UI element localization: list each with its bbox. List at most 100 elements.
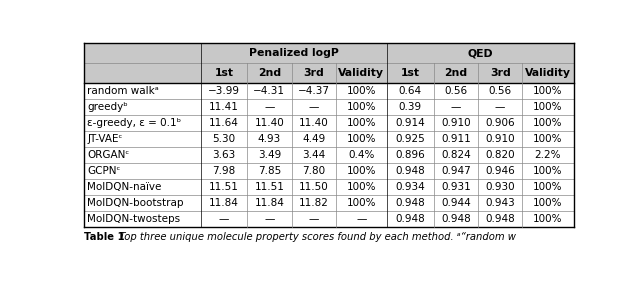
Text: 7.98: 7.98 xyxy=(212,166,236,176)
Text: MolDQN-twosteps: MolDQN-twosteps xyxy=(88,214,180,224)
Text: —: — xyxy=(219,214,229,224)
Text: −4.37: −4.37 xyxy=(298,86,330,96)
Text: 0.910: 0.910 xyxy=(441,118,470,128)
Text: QED: QED xyxy=(467,48,493,58)
Text: 0.910: 0.910 xyxy=(485,134,515,144)
Text: 3.44: 3.44 xyxy=(302,150,325,160)
Bar xyxy=(84,131,573,147)
Text: 11.84: 11.84 xyxy=(254,198,284,208)
Text: 100%: 100% xyxy=(347,102,376,112)
Text: 0.948: 0.948 xyxy=(396,166,425,176)
Bar xyxy=(84,84,573,99)
Text: 0.946: 0.946 xyxy=(485,166,515,176)
Bar xyxy=(84,195,573,211)
Text: 11.41: 11.41 xyxy=(209,102,239,112)
Text: 3.49: 3.49 xyxy=(258,150,281,160)
Text: 0.906: 0.906 xyxy=(485,118,515,128)
Text: 100%: 100% xyxy=(347,86,376,96)
Text: —: — xyxy=(451,102,461,112)
Text: 0.914: 0.914 xyxy=(396,118,425,128)
Text: 1st: 1st xyxy=(401,68,420,78)
Text: 7.80: 7.80 xyxy=(302,166,325,176)
Text: 11.84: 11.84 xyxy=(209,198,239,208)
Bar xyxy=(84,43,573,63)
Text: 0.911: 0.911 xyxy=(441,134,470,144)
Text: —: — xyxy=(356,214,367,224)
Text: 2nd: 2nd xyxy=(444,68,467,78)
Text: 0.943: 0.943 xyxy=(485,198,515,208)
Text: 0.56: 0.56 xyxy=(488,86,512,96)
Text: Validity: Validity xyxy=(339,68,385,78)
Text: 100%: 100% xyxy=(533,118,563,128)
Text: 0.39: 0.39 xyxy=(399,102,422,112)
Text: 0.64: 0.64 xyxy=(399,86,422,96)
Text: 3rd: 3rd xyxy=(303,68,324,78)
Text: 11.82: 11.82 xyxy=(299,198,328,208)
Text: —: — xyxy=(264,102,275,112)
Text: 7.85: 7.85 xyxy=(258,166,281,176)
Text: 2nd: 2nd xyxy=(258,68,281,78)
Text: 0.944: 0.944 xyxy=(441,198,470,208)
Text: —: — xyxy=(495,102,506,112)
Text: 11.64: 11.64 xyxy=(209,118,239,128)
Text: ε-greedy, ε = 0.1ᵇ: ε-greedy, ε = 0.1ᵇ xyxy=(88,118,182,128)
Text: 0.948: 0.948 xyxy=(396,198,425,208)
Text: 3.63: 3.63 xyxy=(212,150,236,160)
Bar xyxy=(84,179,573,195)
Text: −4.31: −4.31 xyxy=(253,86,285,96)
Text: Table 1: Table 1 xyxy=(84,232,125,242)
Text: 0.947: 0.947 xyxy=(441,166,470,176)
Text: 100%: 100% xyxy=(347,198,376,208)
Bar xyxy=(84,147,573,163)
Text: MolDQN-bootstrap: MolDQN-bootstrap xyxy=(88,198,184,208)
Text: 0.56: 0.56 xyxy=(444,86,467,96)
Text: greedyᵇ: greedyᵇ xyxy=(88,102,128,112)
Text: GCPNᶜ: GCPNᶜ xyxy=(88,166,121,176)
Text: —: — xyxy=(308,214,319,224)
Text: 0.4%: 0.4% xyxy=(348,150,374,160)
Text: JT-VAEᶜ: JT-VAEᶜ xyxy=(88,134,123,144)
Text: 100%: 100% xyxy=(533,182,563,192)
Text: 100%: 100% xyxy=(533,166,563,176)
Bar xyxy=(84,115,573,131)
Text: 0.824: 0.824 xyxy=(441,150,470,160)
Text: 0.948: 0.948 xyxy=(485,214,515,224)
Text: 100%: 100% xyxy=(533,86,563,96)
Text: 0.934: 0.934 xyxy=(396,182,425,192)
Text: 11.40: 11.40 xyxy=(299,118,328,128)
Text: 100%: 100% xyxy=(347,118,376,128)
Text: 1st: 1st xyxy=(214,68,234,78)
Text: 100%: 100% xyxy=(347,166,376,176)
Text: 0.948: 0.948 xyxy=(441,214,470,224)
Text: 4.49: 4.49 xyxy=(302,134,325,144)
Text: 0.948: 0.948 xyxy=(396,214,425,224)
Text: 4.93: 4.93 xyxy=(258,134,281,144)
Text: 5.30: 5.30 xyxy=(212,134,236,144)
Text: 100%: 100% xyxy=(533,102,563,112)
Bar xyxy=(84,63,573,84)
Bar xyxy=(84,163,573,179)
Text: 0.820: 0.820 xyxy=(485,150,515,160)
Text: 100%: 100% xyxy=(533,214,563,224)
Text: 0.925: 0.925 xyxy=(396,134,425,144)
Text: 2.2%: 2.2% xyxy=(534,150,561,160)
Text: 100%: 100% xyxy=(533,134,563,144)
Text: Validity: Validity xyxy=(525,68,571,78)
Text: 0.931: 0.931 xyxy=(441,182,470,192)
Text: 11.50: 11.50 xyxy=(299,182,328,192)
Text: 100%: 100% xyxy=(347,134,376,144)
Text: 0.896: 0.896 xyxy=(396,150,425,160)
Text: Penalized logP: Penalized logP xyxy=(249,48,339,58)
Text: random walkᵃ: random walkᵃ xyxy=(88,86,159,96)
Text: ORGANᶜ: ORGANᶜ xyxy=(88,150,130,160)
Text: −3.99: −3.99 xyxy=(208,86,240,96)
Text: 11.51: 11.51 xyxy=(254,182,284,192)
Bar xyxy=(84,211,573,227)
Text: 11.40: 11.40 xyxy=(255,118,284,128)
Text: —: — xyxy=(264,214,275,224)
Text: 100%: 100% xyxy=(533,198,563,208)
Text: 0.930: 0.930 xyxy=(485,182,515,192)
Text: 3rd: 3rd xyxy=(490,68,511,78)
Text: MolDQN-naïve: MolDQN-naïve xyxy=(88,182,162,192)
Text: 100%: 100% xyxy=(347,182,376,192)
